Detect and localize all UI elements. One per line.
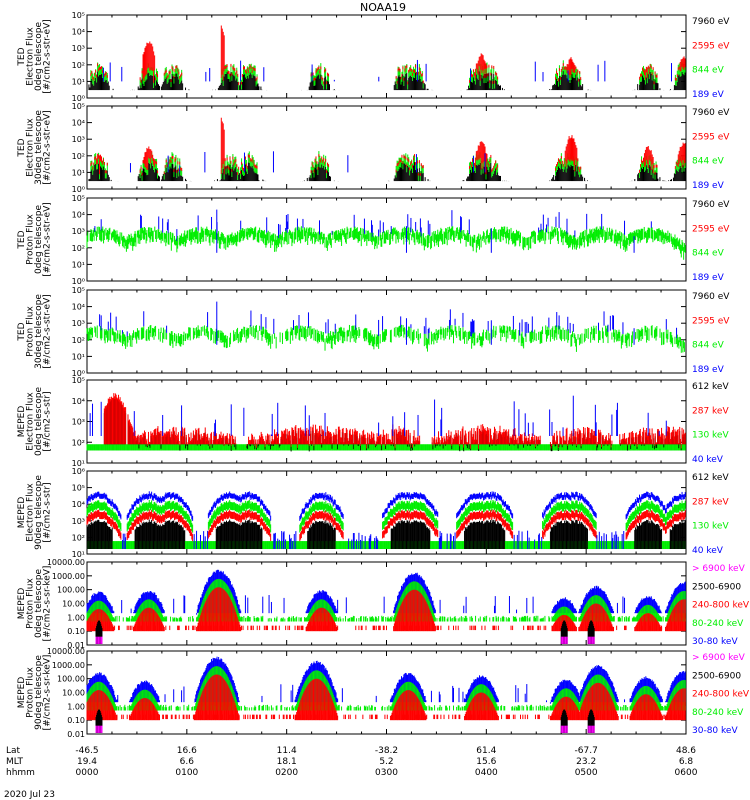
- y-tick-label: 10¹: [72, 168, 85, 177]
- y-tick-label: 10⁵: [72, 102, 85, 111]
- legend-entry: 189 eV: [692, 365, 725, 375]
- panel-1: 10⁰ 10¹ 10² 10³ 10⁴ 10⁵ TEDElectron Flux0deg t…: [17, 11, 730, 103]
- y-axis-label: MEPEDElectron Flux0deg telescope[#/cm2-s…: [17, 387, 53, 457]
- legend-entry: 7960 eV: [692, 200, 730, 210]
- data-marks: [86, 209, 686, 260]
- y-axis-label-line: [#/cm2-s-str-eV]: [43, 202, 53, 277]
- y-tick-label: 10⁴: [72, 28, 85, 37]
- legend-entry: 189 eV: [692, 273, 725, 283]
- legend-entry: 2595 eV: [692, 316, 730, 326]
- legend-entry: 844 eV: [692, 341, 725, 351]
- y-tick-label: 10³: [72, 44, 85, 53]
- y-tick-label: 10⁴: [72, 211, 85, 220]
- panel-5: 10¹ 10² 10³ 10⁴ 10⁵ MEPEDElectron Flux0deg te…: [17, 376, 729, 468]
- y-axis-label-line: 30deg telescope: [34, 294, 44, 369]
- y-tick-label: 10⁴: [72, 119, 85, 128]
- panel-3: 10⁰ 10¹ 10² 10³ 10⁴ 10⁵ TEDProton Flux0deg tel…: [17, 194, 730, 286]
- y-tick-label: 10⁵: [72, 194, 85, 203]
- legend-entry: 189 eV: [692, 181, 725, 191]
- y-tick-label: 10¹: [72, 77, 85, 86]
- y-tick-label: 10¹: [72, 459, 85, 468]
- y-axis-label-line: [#/cm2-s-str-eV]: [43, 110, 53, 185]
- y-tick-label: 10²: [72, 244, 85, 253]
- y-axis-label-line: [#/cm2-s-str]: [43, 391, 53, 451]
- legend-entry: 130 keV: [692, 431, 729, 441]
- legend-entry: 40 keV: [692, 455, 724, 465]
- y-tick-label: 10³: [72, 418, 85, 427]
- legend-entry: 189 eV: [692, 90, 725, 100]
- legend-entry: 612 keV: [692, 382, 729, 392]
- y-axis-label-line: [#/cm2-s-str-eV]: [43, 294, 53, 369]
- y-axis-label-line: Proton Flux: [26, 306, 36, 357]
- y-axis-label-line: Electron Flux: [26, 392, 36, 451]
- y-tick-label: 10¹: [72, 352, 85, 361]
- data-marks: [88, 25, 686, 91]
- legend-entry: 2595 eV: [692, 41, 730, 51]
- y-axis-label-line: TED: [17, 230, 27, 249]
- y-axis-label-line: TED: [17, 322, 27, 341]
- y-axis-label-line: Proton Flux: [26, 214, 36, 265]
- y-tick-label: 10³: [72, 135, 85, 144]
- y-tick-label: 10³: [72, 319, 85, 328]
- y-axis-label-line: TED: [17, 47, 27, 66]
- y-tick-label: 10⁴: [72, 303, 85, 312]
- y-axis-label-line: [#/cm2-s-str-eV]: [43, 19, 53, 94]
- legend-entry: 7960 eV: [692, 17, 730, 27]
- y-axis-label: TEDElectron Flux30deg telescope[#/cm2-s-…: [17, 110, 53, 185]
- y-axis-label: TEDProton Flux0deg telescope[#/cm2-s-str…: [17, 202, 53, 277]
- legend-entry: 2595 eV: [692, 132, 730, 142]
- y-tick-label: 10⁴: [72, 397, 85, 406]
- y-tick-label: 10²: [72, 336, 85, 345]
- y-tick-label: 10⁰: [72, 94, 85, 103]
- y-tick-label: 10²: [72, 438, 85, 447]
- y-axis-label-line: TED: [17, 138, 27, 157]
- legend-entry: 844 eV: [692, 249, 725, 259]
- y-axis-label-line: 0deg telescope: [34, 22, 44, 92]
- data-marks: [86, 393, 686, 452]
- y-tick-label: 10²: [72, 152, 85, 161]
- y-tick-label: 10⁰: [72, 369, 85, 378]
- y-tick-label: 10³: [72, 227, 85, 236]
- panel-2: 10⁰ 10¹ 10² 10³ 10⁴ 10⁵ TEDElectron Flux30deg …: [17, 102, 730, 194]
- y-axis-label: TEDElectron Flux0deg telescope[#/cm2-s-s…: [17, 19, 53, 94]
- data-marks: [88, 117, 686, 182]
- y-axis-label-line: 30deg telescope: [34, 110, 44, 185]
- legend-entry: 7960 eV: [692, 108, 730, 118]
- panel-4: 10⁰ 10¹ 10² 10³ 10⁴ 10⁵ TEDProton Flux30deg te…: [17, 286, 730, 378]
- y-tick-label: 10²: [72, 61, 85, 70]
- legend-entry: 2595 eV: [692, 224, 730, 234]
- y-axis-label-line: 0deg telescope: [34, 387, 44, 457]
- y-axis-label-line: 0deg telescope: [34, 205, 44, 275]
- y-tick-label: 10⁵: [72, 376, 85, 385]
- legend-entry: 287 keV: [692, 406, 729, 416]
- figure-title: NOAA19: [360, 1, 406, 14]
- y-axis-label-line: Electron Flux: [26, 118, 36, 177]
- y-axis-label-line: Electron Flux: [26, 27, 36, 86]
- y-tick-label: 10⁵: [72, 11, 85, 20]
- y-tick-label: 10¹: [72, 260, 85, 269]
- y-tick-label: 10⁵: [72, 286, 85, 295]
- y-axis-label: TEDProton Flux30deg telescope[#/cm2-s-st…: [17, 294, 53, 369]
- data-marks: [86, 301, 685, 353]
- y-tick-label: 10⁰: [72, 277, 85, 286]
- legend-entry: 844 eV: [692, 157, 725, 167]
- y-tick-label: 10⁰: [72, 185, 85, 194]
- legend-entry: 7960 eV: [692, 292, 730, 302]
- y-axis-label-line: MEPED: [17, 406, 27, 438]
- legend-entry: 844 eV: [692, 66, 725, 76]
